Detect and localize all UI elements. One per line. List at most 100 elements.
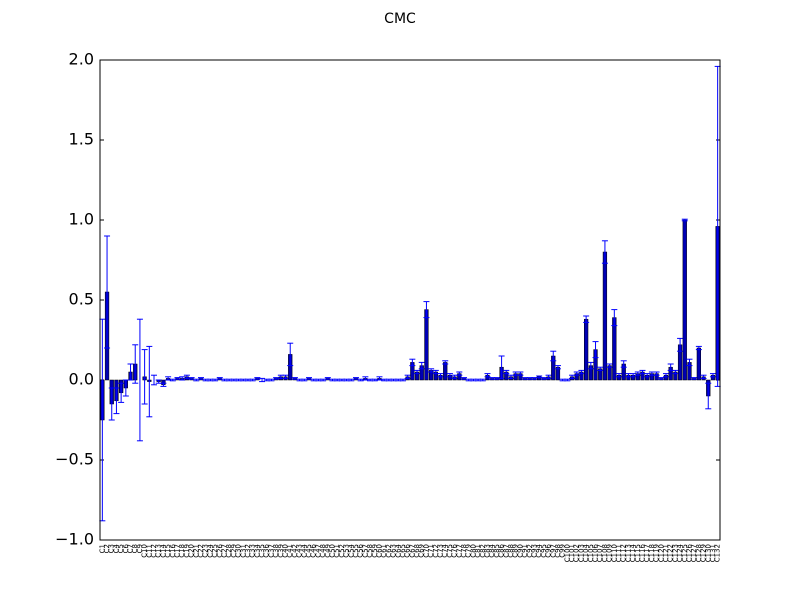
x-tick-label: C100: [563, 544, 571, 562]
x-tick-label: C18: [178, 544, 186, 558]
x-tick-label: C39: [277, 544, 285, 558]
x-tick-label: C38: [272, 544, 280, 558]
x-tick-label: C67: [408, 544, 416, 558]
x-tick-label: C64: [394, 543, 402, 557]
x-tick-label: C34: [253, 543, 261, 557]
error-bar: [634, 371, 641, 376]
x-tick-label: C80: [469, 544, 477, 558]
bar: [443, 362, 448, 381]
plot-frame: [99, 59, 721, 541]
x-tick-label: C43: [296, 544, 304, 558]
x-tick-label: C77: [455, 544, 463, 558]
x-tick-label: C83: [484, 544, 492, 558]
error-bar: [113, 387, 120, 415]
error-bar: [273, 377, 280, 380]
error-bar: [630, 373, 637, 378]
error-bar: [179, 376, 186, 381]
y-tick-label: −1.0: [55, 530, 94, 549]
x-tick-label: C17: [174, 544, 182, 558]
error-bar: [677, 337, 684, 352]
x-tick-label: C68: [413, 544, 421, 558]
x-tick-label: C111: [615, 544, 623, 562]
x-tick-label: C94: [535, 543, 543, 557]
x-tick-label: C28: [225, 544, 233, 558]
x-tick-label: C33: [249, 544, 257, 558]
error-bar: [146, 345, 153, 418]
x-tick-label: C55: [352, 544, 360, 558]
x-tick-label: C5: [117, 544, 125, 553]
x-tick-label: C114: [629, 543, 637, 562]
x-tick-label: C22: [197, 544, 205, 558]
x-tick-label: C57: [361, 544, 369, 558]
error-bar: [442, 360, 449, 365]
chart-title: CMC: [384, 11, 416, 27]
x-tick-label: C10: [141, 544, 149, 558]
x-tick-label: C128: [695, 544, 703, 562]
x-tick-label: C91: [521, 544, 529, 558]
x-tick-label: C14: [159, 543, 167, 557]
bar: [607, 365, 612, 381]
x-tick-label: C122: [667, 544, 675, 562]
error-bar: [484, 373, 491, 378]
bar: [682, 219, 687, 381]
x-tick-label: C97: [549, 544, 557, 558]
x-tick-label: C72: [432, 544, 440, 558]
error-bar: [493, 377, 500, 380]
x-tick-label: C102: [573, 544, 581, 562]
error-bar: [287, 342, 294, 367]
x-tick-label: C1: [98, 544, 106, 553]
x-tick-label: C69: [418, 544, 426, 558]
error-bar: [498, 355, 505, 379]
error-bar: [597, 366, 604, 371]
error-bar: [376, 376, 383, 381]
bar: [602, 251, 608, 381]
x-tick-label: C109: [606, 544, 614, 562]
error-bar: [578, 369, 585, 375]
x-tick-label: C99: [559, 544, 567, 558]
x-tick-label: C50: [329, 544, 337, 558]
error-bar: [691, 377, 698, 380]
error-bar: [479, 378, 486, 382]
x-tick-label: C49: [324, 544, 332, 558]
x-tick-label: C25: [211, 544, 219, 558]
error-bar: [700, 374, 707, 379]
x-tick-label: C4: [112, 543, 120, 553]
x-tick-label: C20: [188, 544, 196, 558]
x-tick-label: C105: [587, 544, 595, 562]
x-tick-label: C76: [451, 543, 459, 557]
error-bar: [132, 344, 139, 384]
bar: [696, 347, 701, 381]
x-tick-label: C93: [530, 544, 538, 558]
error-bar: [587, 361, 594, 370]
x-tick-label: C63: [390, 544, 398, 558]
x-tick-label: C87: [502, 544, 510, 558]
x-tick-label: C110: [610, 544, 618, 562]
error-bar: [141, 349, 148, 405]
x-tick-label: C126: [685, 543, 693, 562]
error-bar: [705, 382, 712, 410]
x-tick-label: C84: [488, 543, 496, 557]
x-tick-label: C116: [639, 543, 647, 562]
x-tick-label: C41: [286, 544, 294, 558]
error-bar: [517, 371, 524, 376]
x-tick-label: C108: [601, 544, 609, 562]
x-tick-label: C92: [526, 544, 534, 558]
x-tick-label: C15: [164, 544, 172, 558]
error-bar: [165, 376, 172, 381]
error-bar: [611, 309, 618, 327]
error-bar: [414, 369, 421, 375]
error-bar: [616, 373, 623, 378]
y-tick-label: 0.0: [69, 370, 94, 389]
x-tick-label: C101: [568, 544, 576, 562]
x-tick-label: C131: [709, 544, 717, 562]
x-tick-label: C3: [108, 544, 116, 553]
error-bar: [174, 377, 181, 380]
error-bar: [437, 373, 444, 378]
x-tick-label: C127: [690, 544, 698, 562]
error-bar: [583, 315, 590, 323]
x-tick-label: C125: [681, 544, 689, 562]
x-tick-label: C31: [239, 544, 247, 558]
error-bar: [160, 382, 167, 387]
